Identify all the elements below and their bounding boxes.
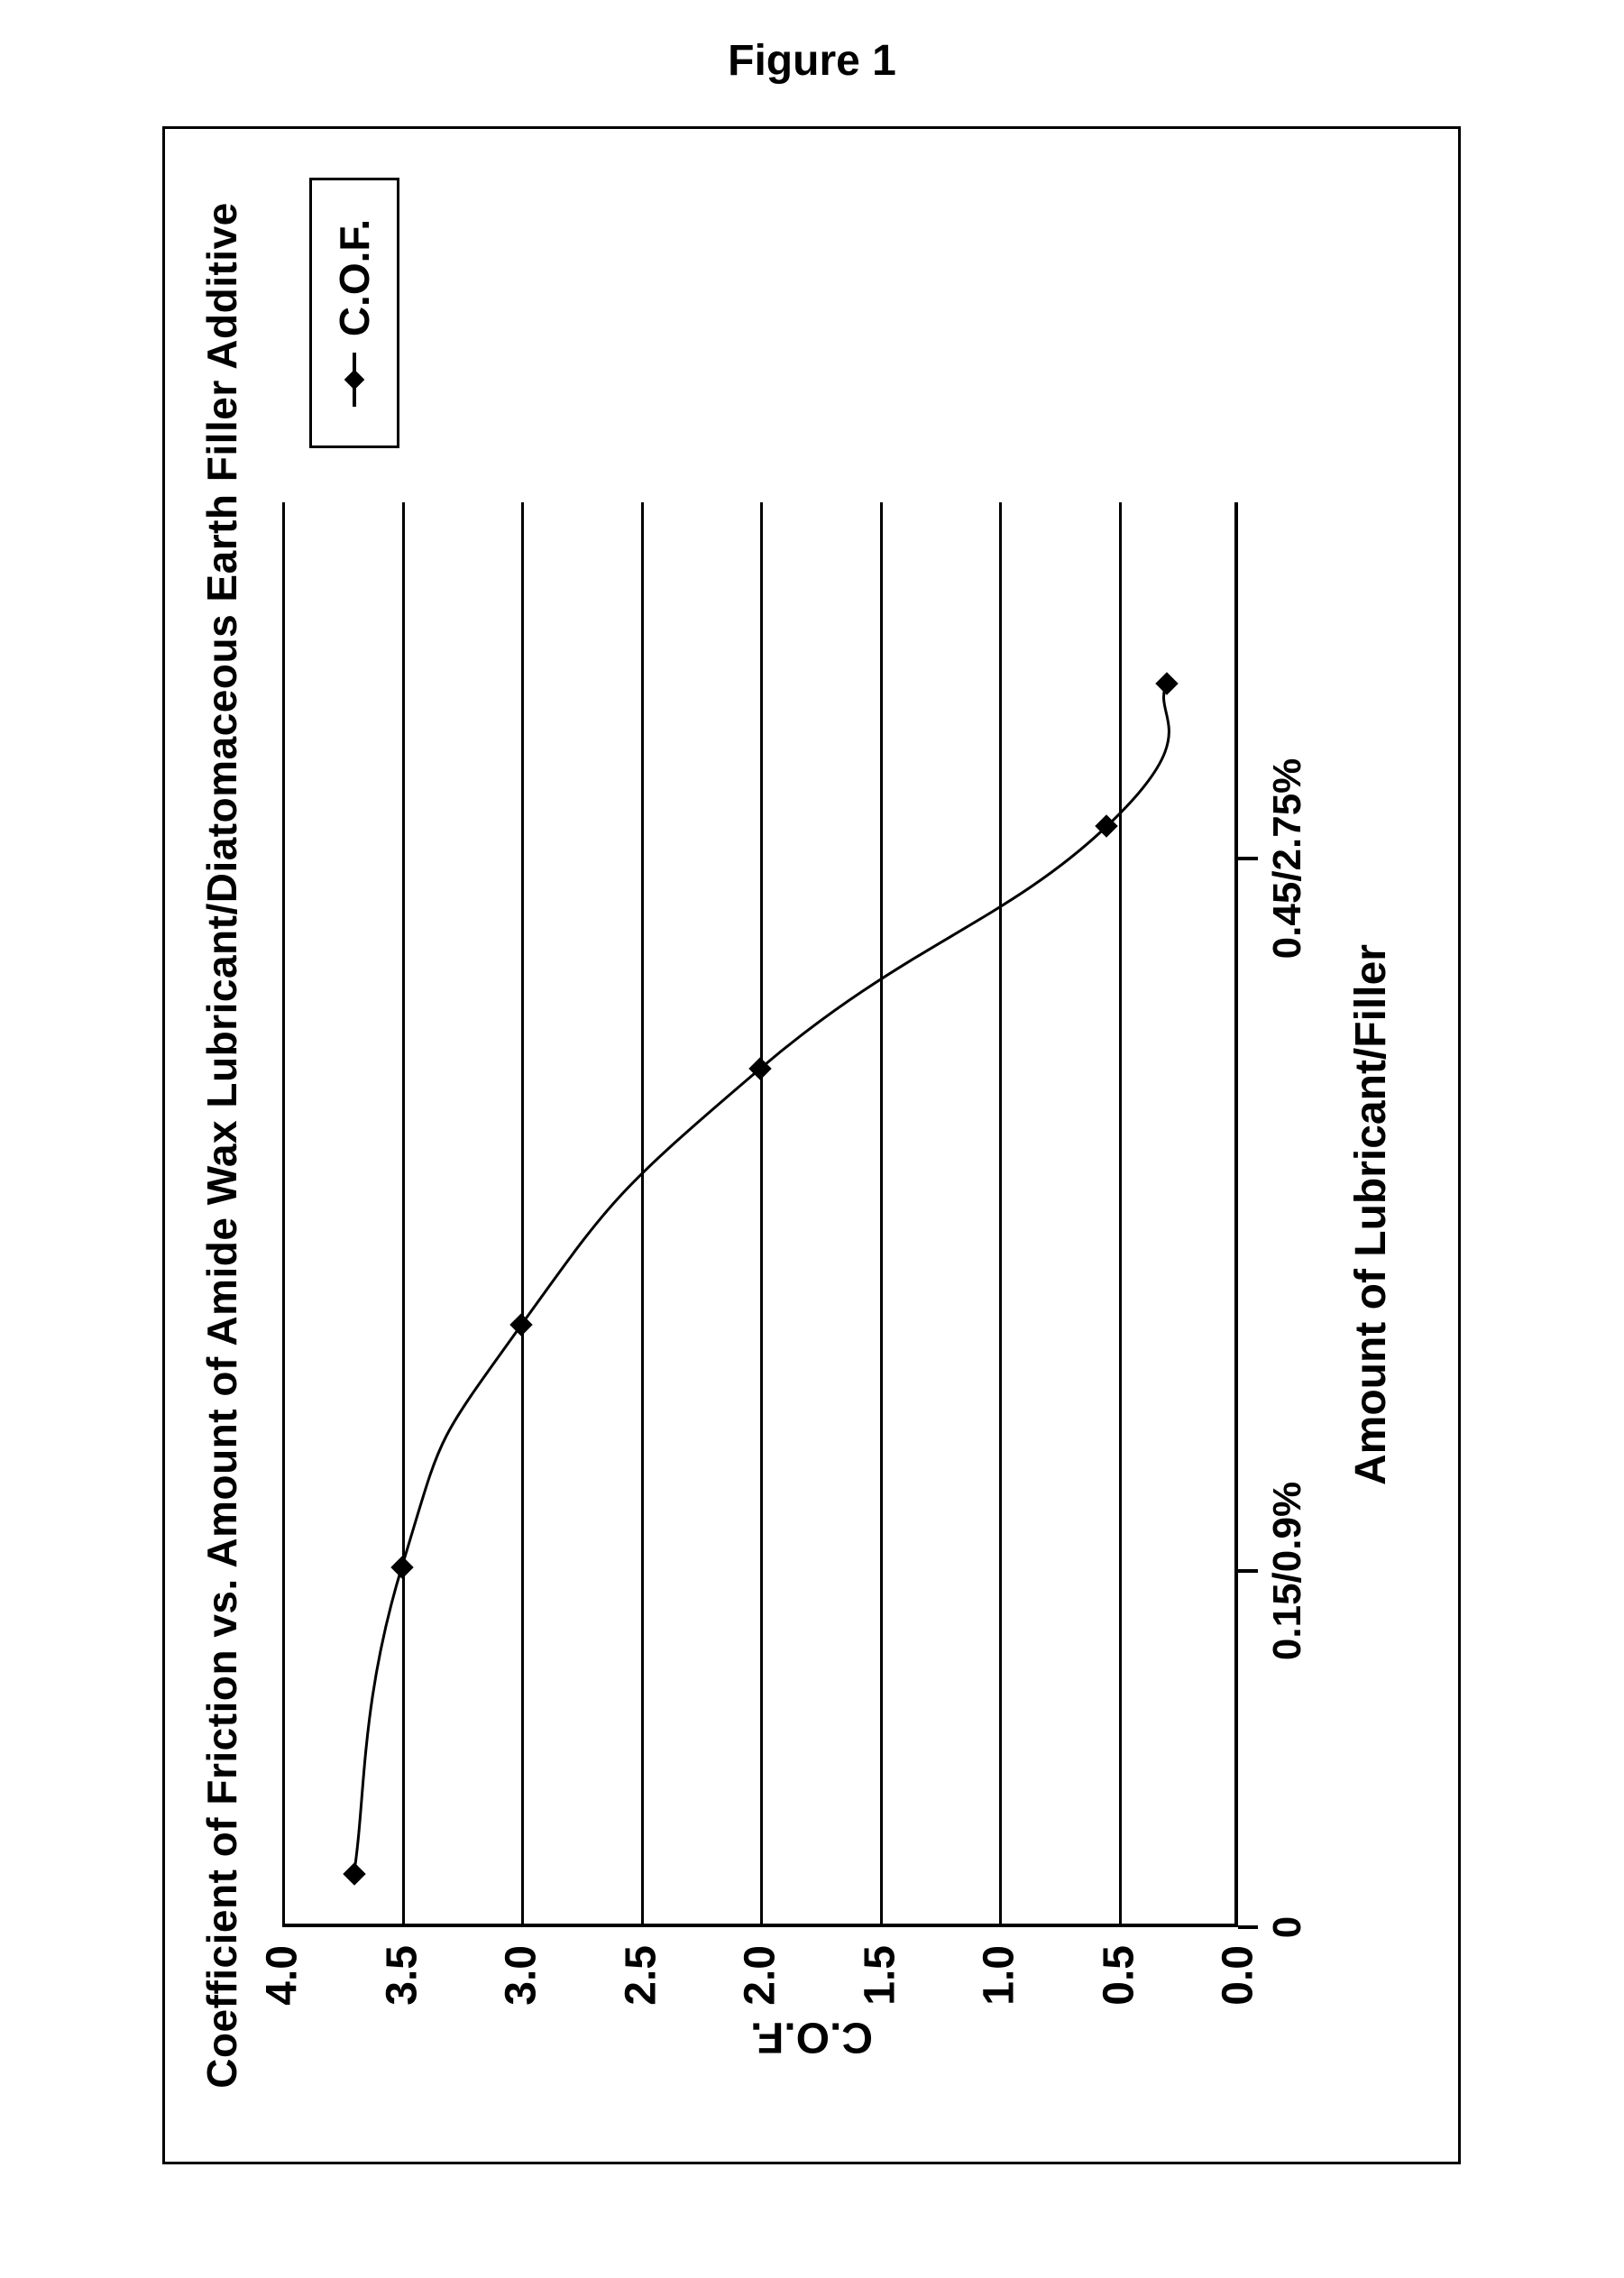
gridline — [641, 502, 644, 1924]
gridline — [880, 502, 883, 1924]
figure-label: Figure 1 — [0, 36, 1624, 86]
legend-label: C.O.F. — [330, 219, 379, 336]
gridline — [282, 502, 285, 1924]
y-tick-label: 1.0 — [975, 1945, 1024, 2035]
x-tick-mark — [1238, 1569, 1258, 1573]
legend: C.O.F. — [309, 178, 399, 448]
x-axis-label: Amount of Lubricant/Filler — [1346, 502, 1396, 1927]
y-tick-label: 3.5 — [377, 1945, 427, 2035]
legend-item: C.O.F. — [330, 219, 379, 407]
gridline — [760, 502, 763, 1924]
diamond-marker-icon — [344, 370, 365, 390]
chart-rotated-container: Coefficient of Friction vs. Amount of Am… — [165, 129, 1458, 2162]
legend-line-sample — [353, 353, 356, 407]
plot-area: 0.00.51.01.52.02.53.03.54.0 — [282, 502, 1238, 1927]
x-tick-mark — [1238, 857, 1258, 860]
gridline — [999, 502, 1002, 1924]
y-tick-label: 2.0 — [736, 1945, 785, 2035]
y-tick-label: 3.0 — [497, 1945, 546, 2035]
y-tick-label: 0.0 — [1214, 1945, 1263, 2035]
x-tick-label: 0.45/2.75% — [1265, 758, 1310, 960]
y-tick-label: 4.0 — [258, 1945, 307, 2035]
y-tick-label: 1.5 — [855, 1945, 904, 2035]
gridline — [1119, 502, 1122, 1924]
x-tick-label: 0 — [1265, 1916, 1310, 1938]
gridline — [402, 502, 405, 1924]
gridline — [521, 502, 524, 1924]
page: Figure 1 Coefficient of Friction vs. Amo… — [0, 0, 1624, 2278]
chart-panel: Coefficient of Friction vs. Amount of Am… — [162, 126, 1461, 2164]
x-tick-label: 0.15/0.9% — [1265, 1482, 1310, 1660]
y-tick-label: 0.5 — [1094, 1945, 1143, 2035]
x-tick-mark — [1238, 1925, 1258, 1929]
y-tick-label: 2.5 — [616, 1945, 665, 2035]
chart-title: Coefficient of Friction vs. Amount of Am… — [197, 129, 246, 2162]
